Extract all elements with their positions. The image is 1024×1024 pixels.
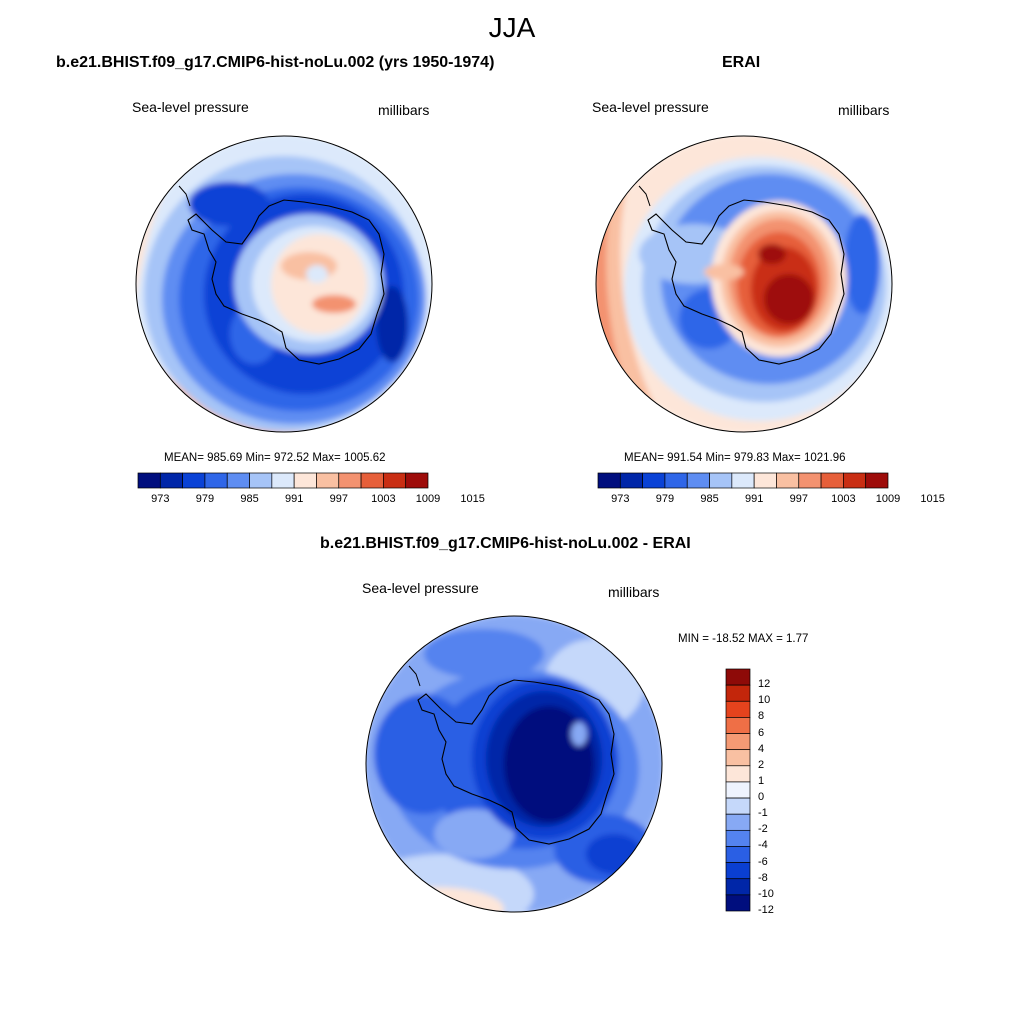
obs-variable-label: Sea-level pressure (592, 99, 709, 115)
colorbar-swatch (725, 749, 751, 767)
colorbar-swatch (725, 765, 751, 783)
colorbar-tick-label: 1 (758, 774, 765, 787)
colorbar-swatch (725, 781, 751, 799)
colorbar-tick-label: 991 (284, 493, 304, 505)
diff-polar-map (365, 615, 663, 913)
colorbar-swatch (725, 829, 751, 847)
colorbar-tick-label: 973 (151, 493, 170, 505)
colorbar-tick-label: -10 (758, 887, 774, 900)
colorbar-swatch (798, 472, 822, 489)
diff-variable-label: Sea-level pressure (362, 580, 479, 596)
colorbar-tick-label: -4 (758, 839, 768, 852)
colorbar-swatch (725, 733, 751, 751)
colorbar-swatch (820, 472, 844, 489)
colorbar-tick-label: 997 (789, 493, 808, 505)
colorbar-swatch (204, 472, 228, 489)
colorbar-swatch (776, 472, 800, 489)
model-units-label: millibars (378, 102, 430, 118)
colorbar-swatch (725, 684, 751, 702)
colorbar-tick-label: 6 (758, 726, 765, 739)
colorbar-tick-label: 985 (700, 493, 719, 505)
colorbar-tick-label: -12 (758, 904, 774, 916)
model-colorbar (137, 472, 429, 489)
colorbar-swatch (597, 472, 621, 489)
colorbar-tick-label: 997 (329, 493, 348, 505)
diff-stats: MIN = -18.52 MAX = 1.77 (678, 633, 809, 645)
figure-title: JJA (488, 12, 536, 43)
obs-colorbar (597, 472, 889, 489)
colorbar-swatch (709, 472, 733, 489)
colorbar-tick-label: 0 (758, 791, 765, 804)
colorbar-swatch (360, 472, 384, 489)
colorbar-tick-label: 1015 (460, 493, 485, 505)
colorbar-swatch (405, 472, 429, 489)
colorbar-swatch (316, 472, 340, 489)
colorbar-swatch (725, 894, 751, 912)
colorbar-swatch (226, 472, 250, 489)
colorbar-tick-label: -2 (758, 823, 768, 836)
colorbar-swatch (271, 472, 295, 489)
colorbar-swatch (731, 472, 755, 489)
colorbar-swatch (725, 717, 751, 734)
colorbar-swatch (338, 472, 362, 489)
colorbar-swatch (865, 472, 889, 489)
colorbar-tick-label: 1003 (371, 493, 396, 505)
obs-polar-map (595, 135, 893, 433)
diff-colorbar (725, 668, 751, 912)
colorbar-tick-label: 1003 (831, 493, 856, 505)
obs-units-label: millibars (838, 102, 890, 118)
diff-panel-title: b.e21.BHIST.f09_g17.CMIP6-hist-noLu.002 … (320, 535, 691, 552)
colorbar-swatch (293, 472, 317, 489)
colorbar-tick-label: 979 (195, 493, 215, 505)
colorbar-swatch (725, 797, 751, 815)
colorbar-tick-label: 12 (758, 678, 771, 691)
colorbar-tick-label: 979 (655, 493, 675, 505)
model-variable-label: Sea-level pressure (132, 99, 249, 115)
colorbar-swatch (249, 472, 273, 489)
colorbar-swatch (642, 472, 666, 489)
model-stats: MEAN= 985.69 Min= 972.52 Max= 1005.62 (164, 452, 386, 464)
colorbar-tick-label: 1009 (875, 493, 901, 505)
colorbar-tick-label: 1015 (920, 493, 945, 505)
colorbar-tick-label: -8 (758, 871, 768, 884)
colorbar-tick-label: -1 (758, 807, 768, 820)
colorbar-swatch (664, 472, 688, 489)
colorbar-swatch (843, 472, 867, 489)
colorbar-swatch (137, 472, 161, 489)
colorbar-swatch (725, 862, 751, 880)
colorbar-tick-label: -6 (758, 855, 768, 868)
colorbar-swatch (725, 700, 751, 718)
colorbar-swatch (182, 472, 206, 489)
diff-units-label: millibars (608, 584, 660, 600)
colorbar-swatch (753, 472, 777, 489)
model-panel-title: b.e21.BHIST.f09_g17.CMIP6-hist-noLu.002 … (56, 54, 495, 71)
colorbar-tick-label: 4 (758, 742, 765, 755)
colorbar-tick-label: 10 (758, 694, 771, 707)
colorbar-tick-label: 991 (744, 493, 764, 505)
colorbar-tick-label: 2 (758, 758, 765, 771)
colorbar-swatch (686, 472, 710, 489)
obs-panel-title: ERAI (722, 54, 761, 71)
obs-stats: MEAN= 991.54 Min= 979.83 Max= 1021.96 (624, 452, 846, 464)
colorbar-swatch (725, 668, 751, 686)
model-polar-map (135, 135, 433, 433)
colorbar-swatch (619, 472, 643, 489)
colorbar-swatch (159, 472, 183, 489)
colorbar-swatch (383, 472, 407, 489)
colorbar-tick-label: 973 (611, 493, 630, 505)
colorbar-tick-label: 1009 (415, 493, 441, 505)
colorbar-swatch (725, 878, 751, 896)
colorbar-tick-label: 8 (758, 710, 765, 723)
colorbar-swatch (725, 846, 751, 863)
colorbar-tick-label: 985 (240, 493, 259, 505)
colorbar-swatch (725, 813, 751, 831)
